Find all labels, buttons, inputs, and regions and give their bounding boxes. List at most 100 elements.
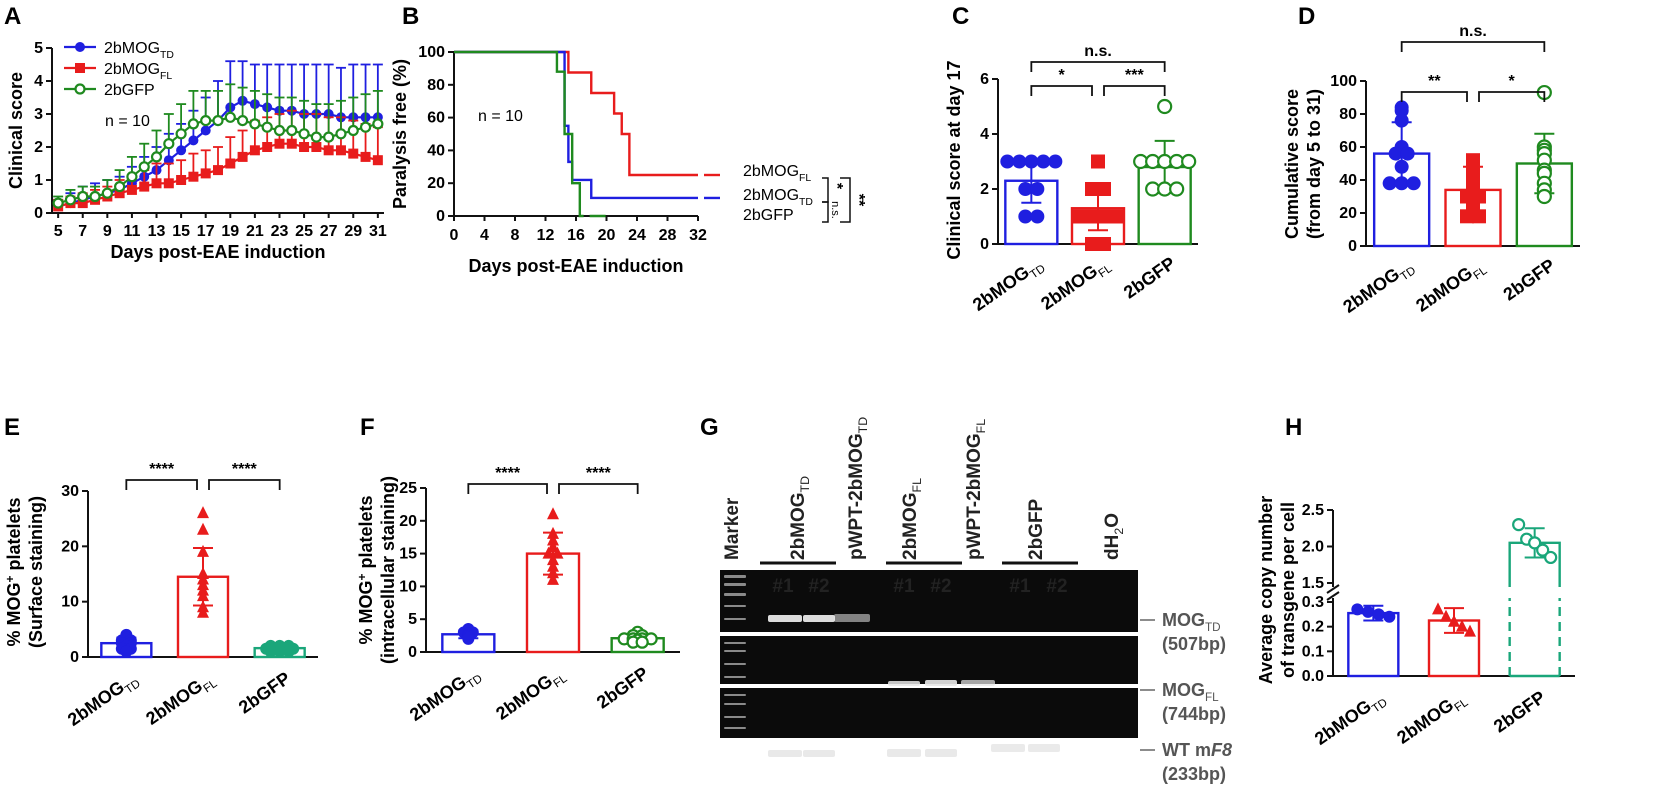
panel-letter-h: H: [1285, 414, 1302, 441]
survival-line-gfp: [454, 50, 584, 218]
data-point: [1169, 181, 1185, 197]
y-tick-label: 2: [980, 181, 989, 198]
y-axis-label: Paralysis free (%): [390, 59, 410, 209]
x-tick-label: 32: [689, 227, 707, 244]
data-point: [1544, 550, 1558, 565]
sig-bracket: [822, 177, 829, 203]
x-category-label: 2bGFP: [1120, 253, 1179, 303]
sig-bracket: [467, 483, 548, 494]
data-point: [347, 124, 359, 137]
x-category-label: 2bGFP: [235, 668, 294, 718]
data-point: [1394, 103, 1409, 118]
data-point: [551, 546, 564, 559]
data-point: [197, 589, 209, 602]
data-point: [197, 506, 209, 519]
sig-label: ***: [1125, 67, 1144, 84]
gel-lane-label: 2bMOGFL: [900, 478, 924, 560]
panel-h-bar-chart: 0.0 0.1 0.2 0.3 1.5 2.0 2.5 2bMOGTD 2bMOGFL 2bGFP…: [1256, 496, 1575, 749]
group-gfp2: [253, 639, 306, 659]
data-point: [635, 635, 649, 649]
data-point: [236, 114, 249, 127]
y-tick-label: 0.0: [1302, 668, 1324, 685]
legend-label: 2bMOGFL: [743, 163, 811, 184]
y-tick-label: 5: [34, 40, 43, 57]
dna-band: [961, 680, 995, 686]
x-category-label: 2bMOGTD: [406, 663, 485, 728]
panel-letter-c: C: [952, 3, 969, 30]
x-tick-label: 27: [320, 223, 338, 240]
data-point: [311, 142, 322, 152]
data-point: [200, 168, 211, 179]
gel-strip-2: [720, 632, 1138, 684]
data-point: [462, 632, 475, 645]
survival-line-fl: [454, 50, 698, 177]
sig-bracket: [125, 479, 198, 490]
band-size-label: (233bp): [1162, 764, 1226, 784]
data-point: [335, 128, 347, 140]
ladder-band: [724, 650, 746, 652]
gel-lane-label: Marker: [722, 497, 743, 560]
data-point: [1362, 605, 1374, 618]
y-tick-label: 20: [427, 175, 445, 192]
band-size-label: (744bp): [1162, 704, 1226, 724]
data-point: [1097, 209, 1111, 224]
data-point: [1460, 209, 1474, 224]
sig-bracket: [208, 479, 281, 490]
y-axis-label: Clinical score: [6, 72, 26, 189]
n-annotation: n = 10: [105, 113, 150, 130]
data-point: [77, 198, 88, 209]
sig-label: *: [1059, 67, 1066, 84]
data-point: [1472, 209, 1486, 224]
data-point: [1383, 610, 1396, 623]
panel-letter-a: A: [4, 3, 21, 30]
data-point: [163, 178, 174, 189]
x-category-label: 2bGFP: [1490, 687, 1549, 737]
y-tick-label: 6: [980, 71, 989, 88]
data-point: [126, 171, 138, 183]
data-point: [1030, 209, 1045, 224]
data-point: [197, 544, 209, 557]
x-category-label: 2bMOGFL: [1412, 255, 1490, 319]
x-category-label: 2bMOGTD: [64, 668, 143, 733]
data-point: [274, 138, 285, 149]
y-tick-label: 30: [61, 483, 79, 500]
data-point: [1097, 182, 1111, 196]
data-point: [1528, 536, 1542, 550]
group-gfp2: [1508, 517, 1561, 678]
gel-strip-3: [720, 688, 1138, 738]
data-point: [1464, 624, 1476, 637]
y-tick-label: 3: [34, 106, 43, 123]
panel-letter-b: B: [402, 3, 419, 30]
sig-bracket: [1478, 91, 1546, 102]
data-point: [547, 566, 559, 579]
sig-bracket: [1400, 91, 1468, 102]
y-tick-label: 100: [1330, 73, 1357, 90]
x-category-label: 2bMOGTD: [969, 253, 1048, 318]
data-point: [286, 124, 298, 137]
panel-b-survival-chart: 0 20 40 60 80 100 0 4 8 12 16 20 24 28 32 Days post-EAE…: [390, 44, 867, 276]
data-point: [1085, 237, 1099, 251]
group-td: [100, 628, 153, 659]
data-point: [1048, 154, 1063, 169]
ladder-band: [724, 593, 746, 596]
data-point: [1097, 237, 1111, 251]
data-point: [175, 128, 187, 140]
gel-lane-label: dH2O: [1102, 513, 1126, 560]
data-point: [547, 533, 559, 546]
x-tick-label: 11: [123, 223, 140, 240]
y-tick-label: 4: [980, 126, 989, 143]
panel-g-gel: Marker 2bMOGTD pWPT-2bMOGTD 2bMOGFL pWPT-2bM…: [720, 417, 1232, 784]
band-label: MOGTD: [1162, 610, 1221, 634]
data-point: [176, 175, 187, 185]
y-axis-label-2: (from day 5 to 31): [1304, 89, 1324, 239]
sig-label: n.s.: [1084, 43, 1112, 60]
data-point: [1073, 209, 1087, 224]
y-tick-label: 10: [61, 594, 79, 611]
data-point: [273, 645, 286, 658]
data-point: [348, 148, 359, 159]
data-point: [547, 526, 559, 539]
sig-label: **: [850, 194, 867, 207]
